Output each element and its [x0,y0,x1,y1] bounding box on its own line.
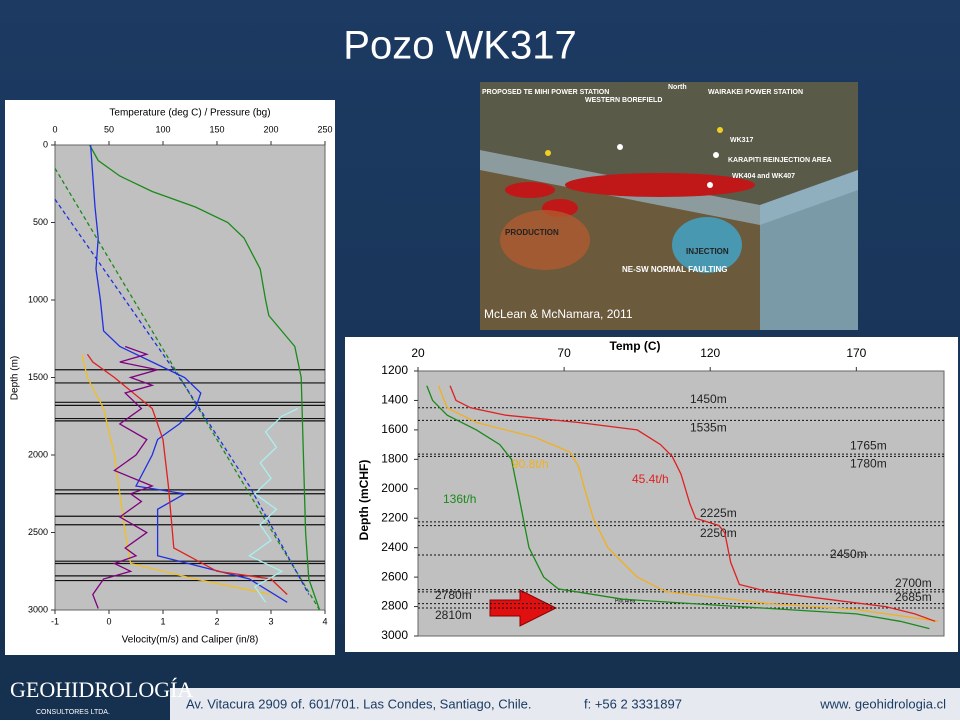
y-tick-label: 2800 [381,599,408,613]
y-tick-label: 2000 [381,481,408,495]
slide-title: Pozo WK317 [343,24,576,68]
y-tick-label: 1000 [28,294,48,304]
y-axis-title: Depth (m) [10,356,21,400]
depth-label: 2780m [435,588,472,602]
data-line [54,198,310,595]
y-tick-label: 1200 [381,363,408,377]
data-line [437,385,939,622]
depth-label: 2450m [830,547,867,561]
data-line [92,345,158,609]
x-tick-label: 250 [317,124,332,134]
image-label: WAIRAKEI POWER STATION [708,89,803,96]
data-line [426,385,930,630]
image-label: PRODUCTION [505,228,559,237]
data-line [449,385,936,622]
depth-label: 2685m [895,590,932,604]
x2-tick-label: 4 [322,616,327,626]
x2-tick-label: 3 [268,616,273,626]
plot-area [54,144,326,611]
x-tick-label: 0 [52,124,57,134]
y-tick-label: 2600 [381,569,408,583]
image-label: INJECTION [686,247,729,256]
image-label: WK404 and WK407 [732,173,795,180]
x-tick-label: 20 [411,346,425,360]
series-label: 136t/h [443,492,476,506]
image-caption: McLean & McNamara, 2011 [484,307,633,321]
depth-label: 1765m [850,438,887,452]
diagram-image [480,82,858,330]
data-line [89,144,321,611]
image-label: NE-SW NORMAL FAULTING [622,265,727,274]
y-tick-label: 3000 [28,604,48,614]
image-label: WK317 [730,137,753,144]
y-tick-label: 3000 [381,628,408,642]
x-tick-label: 100 [155,124,170,134]
series-label: 90.8t/h [512,457,549,471]
x-tick-label: 50 [104,124,114,134]
image-label: WESTERN BOREFIELD [585,97,662,104]
y-tick-label: 500 [33,217,48,227]
x-tick-label: 170 [846,346,866,360]
annotation: Plot Area [615,598,636,604]
website: www. geohidrologia.cl [819,696,946,711]
y-tick-label: 2200 [381,510,408,524]
logo-subtitle: CONSULTORES LTDA. [36,709,110,716]
y-tick-label: 0 [43,139,48,149]
depth-label: 2225m [700,506,737,520]
x-tick-label: 120 [700,346,720,360]
footer-bar [170,688,960,720]
x-tick-label: 150 [209,124,224,134]
phone: f: +56 2 3331897 [584,696,682,711]
depth-label: 2700m [895,576,932,590]
depth-label: 1450m [690,392,727,406]
logo: GEOHIDROLOGÍA [10,677,193,702]
y-tick-label: 1400 [381,393,408,407]
plot-area [417,370,945,637]
image-label: KARAPITI REINJECTION AREA [728,157,832,164]
x2-tick-label: 1 [160,616,165,626]
address: Av. Vitacura 2909 of. 601/701. Las Conde… [186,696,531,711]
y-tick-label: 2500 [28,527,48,537]
y-tick-label: 1600 [381,422,408,436]
depth-label: 2810m [435,608,472,622]
depth-label: 1780m [850,457,887,471]
x-tick-label: 70 [557,346,571,360]
y-tick-label: 1500 [28,372,48,382]
image-label: PROPOSED TE MIHI POWER STATION [482,89,609,96]
data-line [81,354,272,596]
data-line [248,407,299,603]
y-tick-label: 1800 [381,452,408,466]
depth-label: 2250m [700,526,737,540]
y-axis-title: Depth (mCHF) [357,460,371,541]
x-axis-title: Temperature (deg C) / Pressure (bg) [109,108,270,119]
data-line [89,144,288,603]
image-label: North [668,84,687,91]
data-line [86,353,288,595]
y-tick-label: 2400 [381,540,408,554]
x-axis-title: Temp (C) [609,339,660,353]
x2-tick-label: 2 [214,616,219,626]
y-tick-label: 2000 [28,449,48,459]
depth-label: 1535m [690,420,727,434]
x-tick-label: 200 [263,124,278,134]
x2-axis-title: Velocity(m/s) and Caliper (in/8) [122,635,259,646]
x2-tick-label: 0 [106,616,111,626]
x2-tick-label: -1 [51,616,59,626]
series-label: 45.4t/h [632,472,669,486]
